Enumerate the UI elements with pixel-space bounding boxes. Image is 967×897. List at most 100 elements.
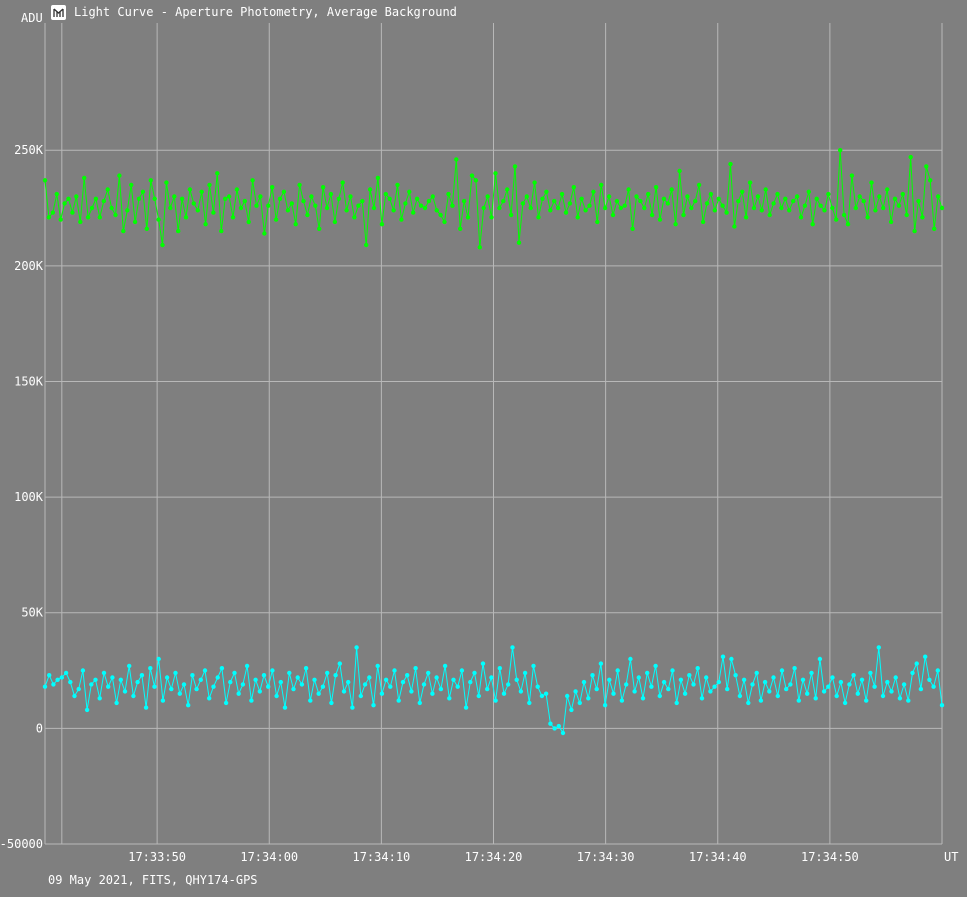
data-point bbox=[590, 673, 595, 678]
data-point bbox=[305, 212, 310, 218]
data-point bbox=[356, 203, 361, 208]
data-point bbox=[101, 198, 107, 204]
data-point bbox=[691, 682, 696, 687]
data-point bbox=[556, 723, 561, 729]
data-point bbox=[724, 210, 729, 215]
data-point bbox=[187, 187, 193, 192]
data-point bbox=[864, 698, 869, 703]
data-point bbox=[203, 222, 208, 227]
x-axis-label: UT bbox=[944, 850, 958, 864]
data-point bbox=[396, 698, 401, 703]
data-point bbox=[47, 673, 52, 678]
data-point bbox=[379, 222, 385, 227]
data-point bbox=[741, 677, 747, 682]
data-point bbox=[888, 219, 894, 225]
data-point bbox=[140, 189, 146, 194]
data-point bbox=[152, 684, 157, 689]
data-point bbox=[716, 196, 721, 201]
data-point bbox=[869, 180, 874, 185]
data-point bbox=[747, 180, 753, 185]
data-point bbox=[880, 693, 886, 699]
data-point bbox=[430, 194, 435, 199]
data-point bbox=[834, 217, 839, 222]
data-point bbox=[699, 696, 705, 701]
data-point bbox=[442, 219, 447, 225]
data-point bbox=[736, 198, 741, 204]
data-point bbox=[805, 691, 810, 696]
data-point bbox=[403, 201, 408, 206]
data-point bbox=[113, 212, 118, 218]
data-point bbox=[771, 201, 776, 206]
data-point bbox=[465, 215, 471, 220]
data-point bbox=[645, 670, 650, 676]
data-point bbox=[573, 689, 578, 694]
data-point bbox=[901, 682, 907, 687]
data-point bbox=[242, 198, 247, 204]
data-point bbox=[270, 185, 275, 190]
data-point bbox=[751, 205, 757, 211]
data-point bbox=[646, 191, 651, 197]
data-point bbox=[476, 693, 481, 699]
data-point bbox=[762, 679, 768, 685]
data-point bbox=[340, 180, 345, 185]
data-point bbox=[236, 691, 241, 696]
data-point bbox=[847, 682, 852, 687]
data-point bbox=[278, 679, 283, 685]
data-point bbox=[689, 205, 694, 211]
data-point bbox=[618, 205, 623, 211]
data-point bbox=[274, 693, 279, 699]
data-point bbox=[924, 164, 929, 169]
data-point bbox=[320, 684, 326, 689]
data-point bbox=[821, 689, 827, 694]
data-point bbox=[912, 228, 917, 234]
data-point bbox=[666, 686, 671, 692]
data-point bbox=[696, 182, 702, 188]
data-point bbox=[653, 663, 658, 669]
data-point bbox=[82, 175, 87, 181]
data-point bbox=[46, 215, 52, 220]
data-point bbox=[383, 191, 388, 197]
data-point bbox=[160, 242, 165, 248]
data-point bbox=[885, 187, 890, 192]
data-point bbox=[297, 182, 302, 188]
data-point bbox=[908, 154, 913, 160]
data-point bbox=[916, 198, 921, 204]
data-point bbox=[371, 703, 376, 708]
data-point bbox=[266, 203, 271, 208]
data-point bbox=[579, 196, 584, 201]
data-point bbox=[139, 673, 145, 678]
data-point bbox=[228, 679, 233, 685]
data-point bbox=[469, 173, 475, 178]
data-point bbox=[240, 682, 246, 687]
data-point bbox=[164, 180, 169, 185]
data-point bbox=[678, 677, 684, 682]
data-point bbox=[426, 670, 431, 676]
data-point bbox=[737, 693, 743, 699]
data-point bbox=[198, 677, 203, 682]
data-point bbox=[121, 228, 126, 234]
data-point bbox=[674, 700, 679, 706]
data-point bbox=[392, 668, 397, 673]
data-point bbox=[164, 675, 170, 680]
data-point bbox=[459, 668, 465, 673]
data-point bbox=[792, 666, 797, 671]
data-point bbox=[211, 210, 216, 215]
light-curve-app-icon[interactable] bbox=[51, 4, 66, 20]
data-point bbox=[704, 201, 710, 206]
data-point bbox=[759, 208, 764, 213]
data-point bbox=[693, 198, 698, 204]
data-point bbox=[281, 189, 287, 194]
data-point bbox=[642, 205, 647, 211]
data-point bbox=[468, 679, 473, 685]
data-point bbox=[755, 194, 761, 199]
data-point bbox=[70, 210, 75, 215]
data-point bbox=[563, 210, 569, 215]
data-point bbox=[308, 698, 313, 703]
data-point bbox=[817, 656, 823, 662]
data-point bbox=[303, 666, 309, 671]
data-point bbox=[861, 198, 866, 204]
data-point bbox=[160, 698, 166, 703]
data-point bbox=[383, 677, 389, 682]
data-point bbox=[400, 679, 406, 685]
data-point bbox=[927, 677, 932, 682]
